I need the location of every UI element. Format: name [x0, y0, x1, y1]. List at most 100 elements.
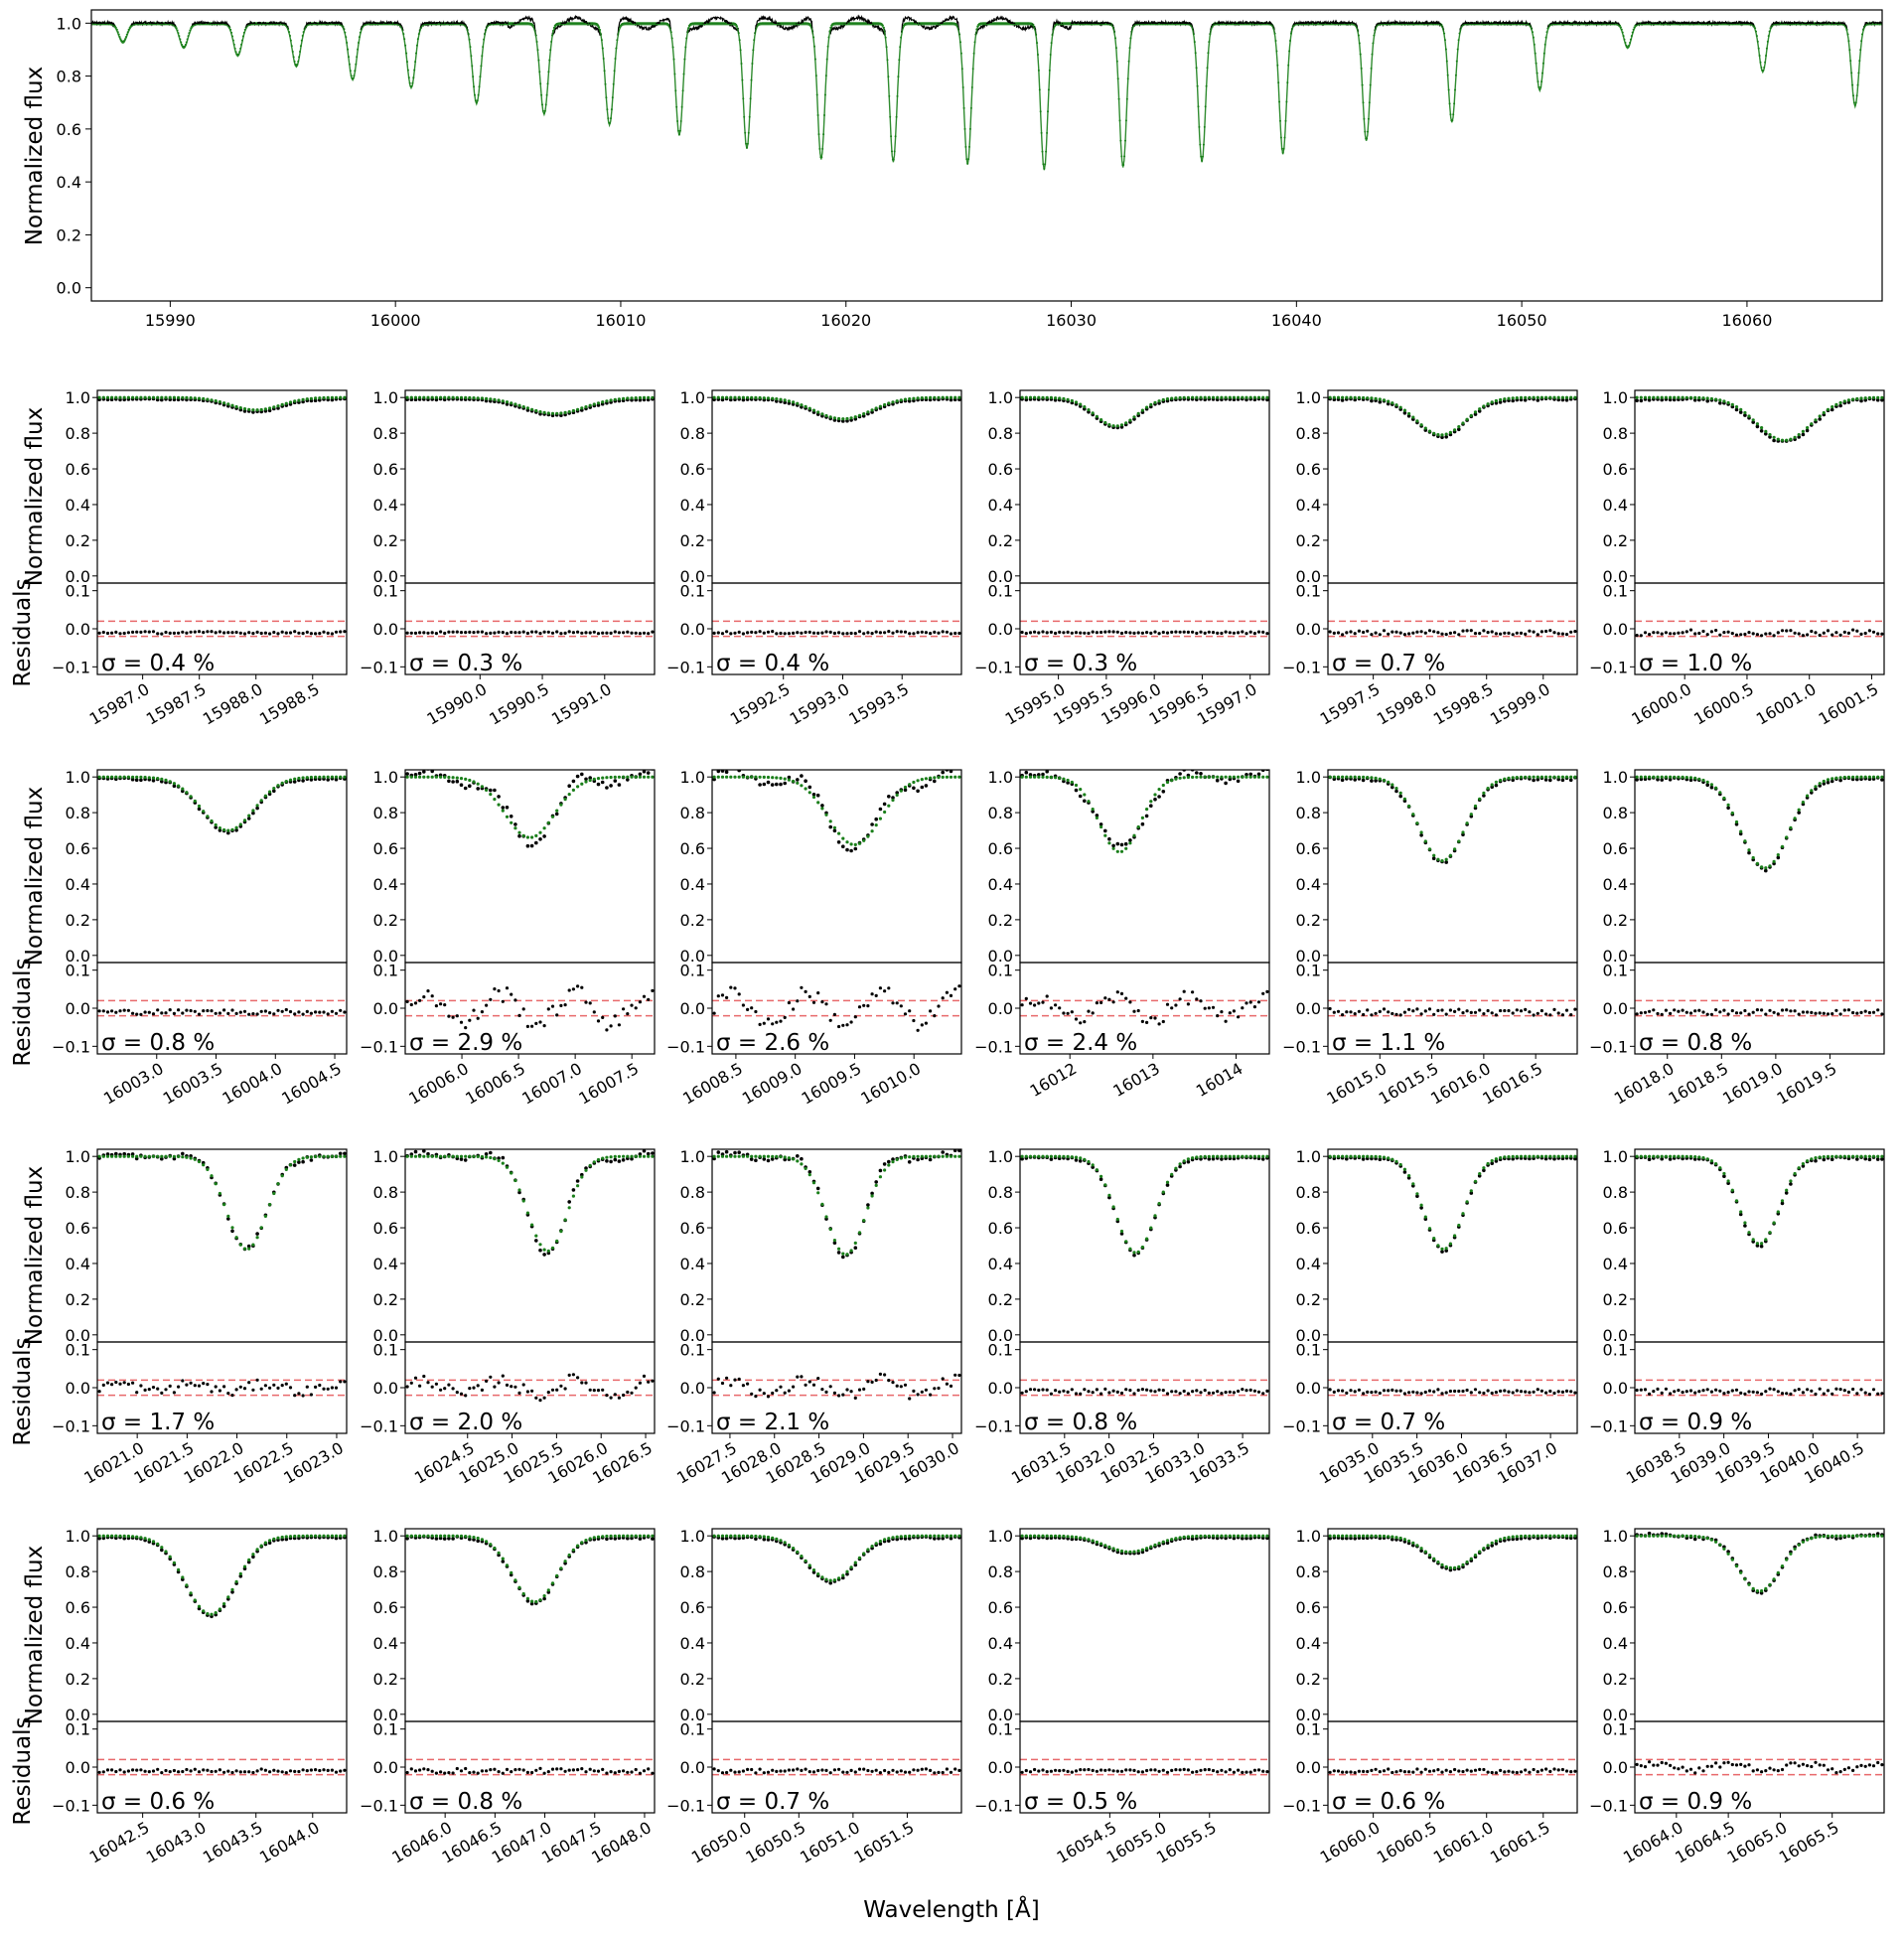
model-point [550, 815, 555, 818]
residual-point [1411, 631, 1415, 635]
model-point [1560, 395, 1564, 399]
flux-y-tick-label: 0.2 [680, 531, 705, 550]
residual-point [147, 1388, 151, 1392]
model-point [1432, 853, 1436, 857]
model-point [147, 776, 151, 780]
line-panel: 0.00.20.40.60.81.00.10.0−0.115990.015990… [360, 388, 656, 729]
model-point [172, 1154, 176, 1158]
residual-point [1846, 1008, 1850, 1012]
flux-y-tick-label: 0.2 [1603, 531, 1628, 550]
model-point [309, 1155, 313, 1159]
residual-point [464, 631, 468, 635]
residual-point [841, 1023, 845, 1027]
residual-point [609, 1396, 613, 1400]
model-point [118, 1154, 122, 1158]
model-point [957, 775, 961, 779]
model-point [318, 396, 322, 400]
residual-point [622, 1393, 626, 1398]
residual-point [263, 1384, 267, 1388]
model-point [750, 775, 754, 779]
model-point [418, 395, 422, 399]
residual-point [326, 631, 330, 636]
model-point [605, 399, 609, 403]
model-point [1062, 396, 1066, 401]
line-panel: 0.00.20.40.60.81.00.10.0−0.115987.015987… [10, 388, 348, 729]
model-point [1256, 775, 1261, 779]
model-point [883, 402, 887, 407]
model-point [601, 776, 605, 780]
model-point [609, 1155, 613, 1159]
flux-y-tick-label: 0.8 [680, 424, 705, 443]
residual-point [626, 1012, 630, 1016]
residual-point [862, 632, 866, 636]
model-point [530, 1223, 534, 1227]
model-point [1838, 776, 1842, 780]
residual-point [1677, 1009, 1681, 1013]
residual-point [642, 994, 647, 998]
observed-point [542, 1253, 546, 1257]
residual-point [1507, 1008, 1511, 1013]
model-point [1140, 408, 1144, 412]
model-point [546, 411, 550, 415]
model-point [542, 826, 546, 830]
model-point [592, 402, 596, 406]
model-point [899, 398, 903, 402]
residual-point [626, 1390, 630, 1395]
residual-point [1087, 631, 1091, 636]
model-point [493, 798, 497, 802]
residual-point [1224, 1019, 1228, 1023]
flux-y-tick-label: 0.2 [1296, 531, 1321, 550]
residual-point [1818, 1011, 1822, 1015]
residual-point [230, 1394, 234, 1398]
observed-point [729, 766, 733, 770]
model-point [105, 395, 110, 399]
residual-point [1701, 1010, 1705, 1014]
panel-x-tick-label: 15998.0 [1374, 679, 1440, 729]
model-point [1469, 413, 1473, 417]
model-point [480, 785, 484, 789]
observed-point [1635, 398, 1639, 403]
residual-point [206, 1383, 210, 1387]
residual-point [559, 1003, 563, 1008]
model-point [1453, 428, 1457, 432]
panel-x-tick-label: 15998.5 [1430, 679, 1497, 729]
residual-point [908, 1009, 912, 1013]
model-point [584, 780, 588, 784]
model-point [1436, 857, 1440, 861]
residual-point [226, 1011, 230, 1016]
residual-point [783, 632, 787, 636]
residual-point [293, 630, 297, 634]
model-point [126, 775, 130, 779]
observed-point [534, 1239, 538, 1243]
panel-x-tick-label: 16001.5 [1816, 679, 1882, 729]
flux-y-tick-label: 1.0 [680, 388, 705, 407]
residual-point [1867, 1010, 1871, 1015]
sigma-label: σ = 1.1 % [1332, 1030, 1445, 1056]
residual-point [1859, 632, 1863, 637]
residual-point [605, 1028, 609, 1032]
residual-point [139, 630, 143, 635]
residual-point [563, 1387, 567, 1391]
residual-point [887, 986, 891, 990]
model-point [555, 809, 559, 813]
residual-point [1432, 630, 1436, 634]
residual-y-tick-label: 0.0 [988, 999, 1013, 1018]
residual-point [1677, 631, 1681, 635]
residual-point [1178, 997, 1182, 1001]
observed-point [525, 843, 530, 848]
residual-point [1111, 630, 1115, 634]
model-point [1241, 775, 1245, 779]
model-point [334, 775, 339, 779]
model-point [1045, 775, 1049, 780]
model-point [1228, 395, 1232, 399]
residual-point [177, 1385, 181, 1389]
residual-point [1448, 1008, 1452, 1012]
model-point [1764, 429, 1768, 433]
residual-point [468, 630, 472, 635]
panel-x-tick-label: 16012 [1027, 1059, 1081, 1101]
model-point [1793, 817, 1797, 820]
residual-point [309, 1393, 313, 1397]
model-point [297, 776, 301, 781]
residual-point [214, 1011, 218, 1015]
residual-point [172, 631, 176, 636]
